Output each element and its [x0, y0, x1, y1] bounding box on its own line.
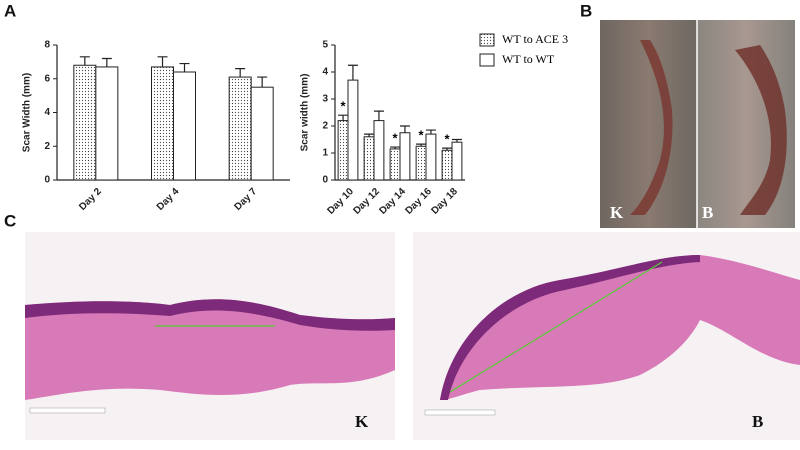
significance-mark: *	[341, 99, 347, 114]
error-bar	[101, 57, 112, 67]
x-tick-label: Day 7	[233, 186, 260, 213]
y-tick-label: 0	[44, 175, 50, 186]
legend-label: WT to WT	[502, 52, 555, 66]
y-axis-label: Scar width (mm)	[300, 74, 311, 152]
bar	[173, 71, 196, 181]
histology: K B	[25, 232, 800, 440]
histology-label: K	[355, 412, 369, 431]
bar	[95, 66, 119, 181]
x-tick-label: Day 2	[77, 186, 104, 213]
significance-mark: *	[419, 128, 425, 143]
bar	[337, 120, 349, 181]
significance-mark: *	[445, 132, 451, 147]
bar	[451, 141, 463, 181]
error-bar	[338, 114, 349, 121]
y-tick-label: 6	[44, 73, 50, 84]
x-tick-label: Day 12	[351, 186, 382, 217]
y-tick-label: 0	[322, 175, 328, 186]
bar	[399, 132, 411, 181]
bar	[441, 149, 453, 181]
error-bar	[451, 138, 462, 143]
bar	[415, 145, 427, 181]
bar	[363, 136, 375, 181]
bar	[151, 66, 174, 181]
bar	[250, 86, 274, 181]
legend-swatch	[479, 53, 495, 67]
histology-label: B	[752, 412, 763, 431]
y-axis-label: Scar Width (mm)	[22, 73, 33, 152]
bar	[73, 64, 97, 181]
error-bar	[390, 146, 401, 149]
y-tick-label: 8	[44, 40, 50, 51]
x-tick-label: Day 16	[403, 186, 434, 217]
photo-label: K	[610, 203, 624, 222]
panel-label: C	[4, 211, 16, 230]
bar	[347, 79, 359, 181]
y-tick-label: 3	[322, 94, 328, 105]
error-bar	[347, 64, 358, 81]
error-bar	[425, 129, 436, 135]
error-bar	[179, 62, 190, 72]
error-bar	[157, 56, 168, 67]
error-bar	[364, 133, 375, 137]
error-bar	[373, 110, 384, 121]
y-tick-label: 1	[322, 148, 328, 159]
x-tick-label: Day 4	[155, 186, 182, 213]
bar	[373, 120, 385, 181]
y-tick-label: 4	[322, 67, 328, 78]
error-bar	[79, 56, 90, 66]
bar	[228, 76, 252, 181]
legend-label: WT to ACE 3	[502, 32, 568, 46]
y-tick-label: 2	[322, 121, 328, 132]
y-tick-label: 5	[322, 40, 328, 51]
error-bar	[257, 76, 268, 88]
x-tick-label: Day 18	[429, 186, 460, 217]
y-tick-label: 4	[44, 107, 50, 118]
error-bar	[399, 125, 410, 133]
bar	[425, 133, 437, 181]
panel-label: A	[4, 1, 16, 20]
panel-label: B	[580, 1, 592, 20]
error-bar	[416, 143, 427, 147]
wound-photos: K B	[600, 20, 795, 228]
photo-label: B	[702, 203, 713, 222]
significance-mark: *	[393, 130, 399, 145]
x-tick-label: Day 14	[377, 186, 408, 217]
legend-swatch	[479, 33, 495, 47]
x-tick-label: Day 10	[325, 186, 356, 217]
error-bar	[442, 147, 453, 151]
y-tick-label: 2	[44, 141, 50, 152]
bar	[389, 148, 401, 181]
error-bar	[235, 68, 246, 78]
